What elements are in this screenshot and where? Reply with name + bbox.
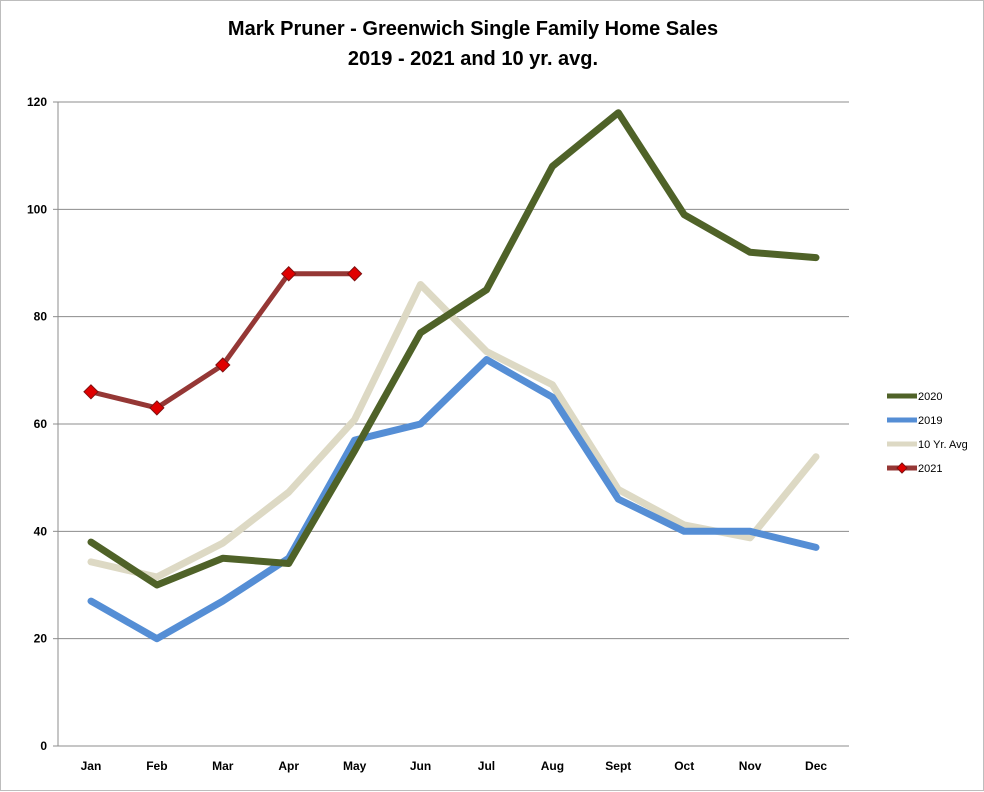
axes: 0 20 40 60 80 100 120 Jan Feb Mar Apr May Jun Jul Aug S… — [27, 95, 849, 773]
series-line-2019 — [87, 356, 820, 643]
legend-label: 10 Yr. Avg — [918, 439, 968, 451]
x-tick-label: Dec — [805, 759, 827, 773]
y-tick-label: 40 — [34, 524, 48, 538]
x-tick-label: Apr — [278, 759, 299, 773]
data-point-marker — [215, 357, 231, 373]
series-lines — [83, 109, 820, 643]
legend-item: 2019 — [887, 415, 942, 427]
x-tick-label: Sept — [605, 759, 631, 773]
x-tick-label: Oct — [674, 759, 694, 773]
series-line-2020 — [87, 109, 820, 589]
legend-item: 2021 — [887, 462, 942, 475]
legend-item: 2020 — [887, 391, 942, 403]
x-tick-label: Jan — [81, 759, 102, 773]
y-tick-label: 60 — [34, 417, 48, 431]
data-point-marker — [83, 384, 99, 400]
legend-item: 10 Yr. Avg — [887, 439, 968, 451]
data-point-marker — [346, 266, 363, 282]
x-tick-label: Jun — [410, 759, 431, 773]
y-tick-label: 120 — [27, 95, 47, 109]
x-tick-label: Aug — [541, 759, 564, 773]
series-line-10-yr-avg — [87, 281, 820, 581]
chart-subtitle: 2019 - 2021 and 10 yr. avg. — [348, 48, 598, 70]
chart-title: Mark Pruner - Greenwich Single Family Ho… — [228, 18, 718, 40]
x-tick-label: Mar — [212, 759, 234, 773]
x-tick-label: Nov — [739, 759, 762, 773]
x-tick-label: May — [343, 759, 367, 773]
x-tick-label: Jul — [478, 759, 495, 773]
y-tick-label: 80 — [34, 310, 48, 324]
series-line-2021 — [88, 271, 358, 411]
y-tick-label: 20 — [34, 632, 48, 646]
legend-label: 2021 — [918, 463, 942, 475]
data-point-marker — [149, 400, 165, 416]
legend-label: 2020 — [918, 391, 942, 403]
legend-label: 2019 — [918, 415, 942, 427]
data-point-marker — [281, 266, 297, 282]
y-tick-label: 0 — [40, 739, 47, 753]
gridlines — [58, 101, 849, 640]
y-tick-label: 100 — [27, 202, 47, 216]
x-tick-label: Feb — [146, 759, 167, 773]
legend-marker — [896, 462, 908, 474]
legend: 2020 2019 10 Yr. Avg 2021 — [887, 391, 968, 475]
